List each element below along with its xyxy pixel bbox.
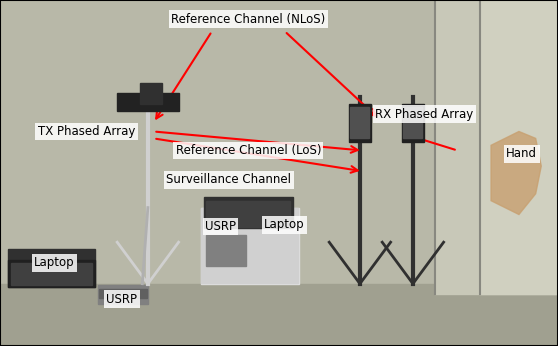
Text: TX Phased Array: TX Phased Array <box>38 125 135 138</box>
Bar <box>201 208 298 283</box>
Bar <box>350 107 369 138</box>
Bar <box>403 107 422 138</box>
Bar <box>117 93 179 111</box>
Bar <box>204 197 293 228</box>
Text: RX Phased Array: RX Phased Array <box>375 108 473 121</box>
Polygon shape <box>491 131 541 215</box>
Text: USRP: USRP <box>106 293 137 306</box>
Text: Laptop: Laptop <box>264 218 305 231</box>
Text: Hand: Hand <box>506 147 537 161</box>
Bar <box>11 263 92 285</box>
Bar <box>99 289 147 298</box>
Bar <box>206 201 290 227</box>
Bar <box>402 104 424 142</box>
Bar <box>349 104 371 142</box>
Bar <box>140 83 162 104</box>
Text: USRP: USRP <box>205 220 236 233</box>
Bar <box>8 260 95 287</box>
Bar <box>480 0 558 294</box>
Bar <box>206 235 246 266</box>
Bar <box>201 208 299 284</box>
Bar <box>0 284 558 346</box>
Text: Reference Channel (LoS): Reference Channel (LoS) <box>176 144 321 157</box>
Bar <box>435 0 558 294</box>
FancyBboxPatch shape <box>8 249 95 287</box>
Text: Laptop: Laptop <box>35 256 75 270</box>
Bar <box>98 285 148 304</box>
Text: Reference Channel (NLoS): Reference Channel (NLoS) <box>171 12 325 26</box>
Text: Surveillance Channel: Surveillance Channel <box>166 173 291 186</box>
